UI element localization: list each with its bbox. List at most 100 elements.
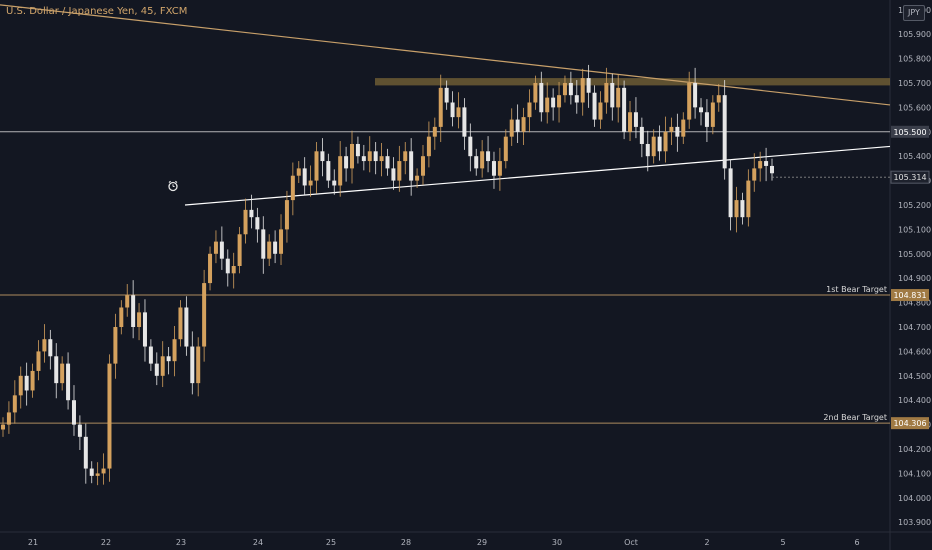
y-tick-label: 105.600 xyxy=(898,103,931,112)
level-label: 1st Bear Target xyxy=(826,285,887,294)
candle-body xyxy=(474,156,479,169)
y-tick-label: 105.000 xyxy=(898,250,931,259)
last-price-tag-text: 105.314 xyxy=(893,173,926,182)
candle-body xyxy=(190,346,195,384)
candle-body xyxy=(131,295,136,328)
candle-body xyxy=(734,200,739,218)
candle-body xyxy=(486,151,491,162)
candle-body xyxy=(18,375,23,396)
last-price-tag-bg xyxy=(890,170,930,184)
candle-body xyxy=(48,339,53,357)
candle-body xyxy=(574,95,579,103)
y-tick-label: 104.800 xyxy=(898,299,931,308)
y-tick-label: 104.400 xyxy=(898,396,931,405)
candle-body xyxy=(746,180,751,218)
candle-body xyxy=(385,156,390,169)
candle-body xyxy=(426,136,431,157)
price-tag-text: 105.500 xyxy=(893,128,926,137)
candle-body xyxy=(137,312,142,328)
x-tick-label: 2 xyxy=(704,538,709,547)
x-tick-label: 29 xyxy=(477,538,487,547)
candle-body xyxy=(580,78,585,103)
alarm-clock-icon[interactable] xyxy=(167,180,179,192)
candle-body xyxy=(284,200,289,230)
x-tick-label: 23 xyxy=(176,538,186,547)
x-tick-label: 22 xyxy=(101,538,111,547)
candle-body xyxy=(107,363,112,469)
x-tick-label: Oct xyxy=(624,538,638,547)
candle-body xyxy=(243,209,248,235)
candle-body xyxy=(622,87,627,132)
candle-body xyxy=(148,346,153,364)
candle-body xyxy=(142,312,147,347)
candle-body xyxy=(320,151,325,162)
x-tick-label: 5 xyxy=(780,538,785,547)
candle-body xyxy=(420,156,425,176)
y-tick-label: 104.900 xyxy=(898,274,931,283)
candle-body xyxy=(752,168,757,181)
candle-body xyxy=(196,346,201,384)
candle-body xyxy=(616,87,621,108)
candle-body xyxy=(740,200,745,218)
candle-body xyxy=(119,307,124,328)
candle-body xyxy=(379,156,384,162)
candle-body xyxy=(687,82,692,120)
candle-body xyxy=(545,97,550,113)
candle-body xyxy=(249,209,254,218)
x-tick-label: 28 xyxy=(401,538,411,547)
candle-body xyxy=(296,168,301,176)
candle-body xyxy=(1,424,5,430)
y-tick-label: 105.200 xyxy=(898,201,931,210)
candle-body xyxy=(225,258,230,274)
candle-body xyxy=(722,95,727,169)
candle-body xyxy=(202,283,207,347)
candle-body xyxy=(693,82,698,108)
candle-body xyxy=(166,356,171,362)
price-tag-text: 104.306 xyxy=(893,419,926,428)
x-tick-label: 21 xyxy=(28,538,38,547)
candle-body xyxy=(539,82,544,113)
candle-body xyxy=(604,82,609,103)
candle-body xyxy=(279,229,284,254)
candle-body xyxy=(438,87,443,127)
candle-body xyxy=(338,156,343,186)
candle-body xyxy=(432,126,437,137)
candle-body xyxy=(710,102,715,127)
candle-body xyxy=(273,241,278,254)
currency-badge[interactable]: JPY xyxy=(903,5,925,21)
candle-body xyxy=(444,87,449,103)
trendline-descending-resistance xyxy=(0,4,891,106)
y-tick-label: 104.100 xyxy=(898,469,931,478)
chart-title: U.S. Dollar / Japanese Yen, 45, FXCM xyxy=(6,6,188,17)
candle-body xyxy=(36,351,41,371)
candle-body xyxy=(663,131,668,152)
candle-body xyxy=(628,112,633,132)
candle-body xyxy=(480,151,485,169)
candle-body xyxy=(592,92,597,120)
trendline-ascending-support xyxy=(184,145,891,206)
candle-body xyxy=(42,339,47,352)
candle-body xyxy=(54,356,59,384)
candle-body xyxy=(290,175,295,201)
candle-body xyxy=(208,253,213,284)
x-tick-label: 30 xyxy=(552,538,562,547)
level-label: 2nd Bear Target xyxy=(823,413,887,422)
candle-body xyxy=(509,119,514,137)
y-tick-label: 105.400 xyxy=(898,152,931,161)
candle-body xyxy=(261,229,266,259)
candle-body xyxy=(83,436,88,469)
y-tick-label: 104.700 xyxy=(898,323,931,332)
candle-body xyxy=(30,370,35,391)
candle-body xyxy=(704,112,709,127)
y-tick-label: 104.500 xyxy=(898,372,931,381)
candle-body xyxy=(610,82,615,108)
candle-body xyxy=(255,217,260,230)
candle-body xyxy=(415,175,420,181)
candle-body xyxy=(669,126,674,132)
candle-body xyxy=(586,78,591,93)
candle-body xyxy=(557,95,562,108)
y-tick-label: 103.900 xyxy=(898,518,931,527)
candle-body xyxy=(515,119,520,132)
candle-body xyxy=(231,266,236,274)
